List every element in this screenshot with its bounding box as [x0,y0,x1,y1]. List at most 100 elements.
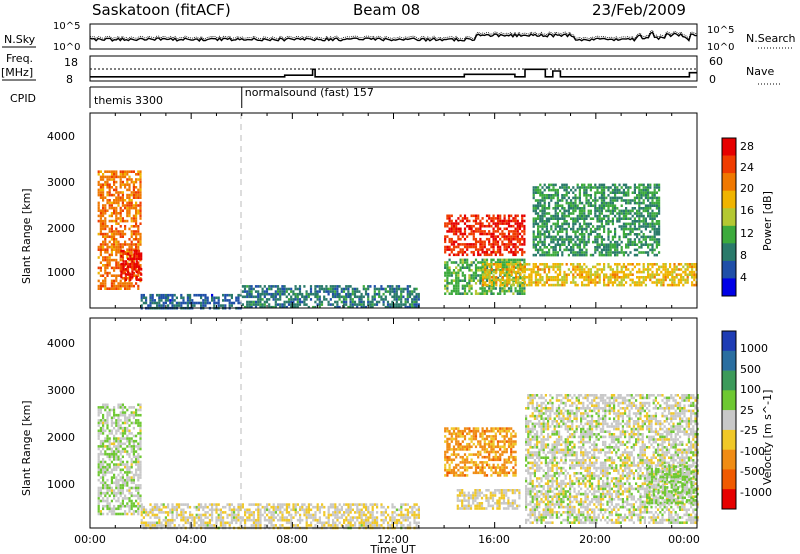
data-cell [193,524,196,527]
data-cell [104,452,107,456]
power-cbar-tick-20: 20 [740,182,754,195]
data-cell [171,521,174,525]
data-cell [541,222,544,226]
data-cell [117,489,120,492]
data-cell [167,524,170,527]
data-cell [97,445,100,448]
data-cell [512,268,515,271]
data-cell [137,468,140,472]
data-cell [351,303,354,306]
data-cell [334,503,337,506]
data-cell [600,201,603,205]
data-cell [106,178,109,181]
data-cell [133,255,136,258]
data-cell [563,270,566,274]
data-cell [373,287,376,291]
data-cell [545,246,548,249]
data-cell [565,230,568,233]
data-cell [97,266,100,270]
data-cell [274,285,277,288]
data-cell [281,303,284,306]
data-cell [541,209,544,213]
data-cell [609,281,612,284]
data-cell [574,209,577,213]
data-cell [97,468,100,472]
data-cell [488,237,491,241]
data-cell [541,207,544,210]
data-cell [600,196,603,200]
data-cell [481,230,484,233]
data-cell [104,277,107,280]
data-cell [691,273,694,276]
data-cell [653,191,656,194]
data-cell [108,240,111,244]
data-cell [543,225,546,228]
data-cell [135,230,138,233]
data-cell [126,416,129,420]
data-cell [104,481,107,485]
data-cell [320,300,324,304]
data-cell [135,243,138,246]
data-cell [574,243,577,246]
data-cell [367,518,370,522]
data-cell [596,273,599,276]
data-cell [121,170,124,173]
data-cell [574,230,577,233]
data-cell [609,248,612,252]
data-cell [684,270,687,274]
data-cell [204,524,207,527]
data-cell [559,270,562,274]
data-cell [104,284,107,288]
data-cell [307,524,310,527]
data-cell [596,207,599,210]
data-cell [565,194,568,197]
data-cell [113,199,116,202]
data-cell [276,290,280,293]
data-cell [649,207,652,210]
data-cell [137,261,140,264]
power-cbar-tick-8: 8 [740,249,747,262]
data-cell [99,419,102,422]
data-cell [124,175,127,179]
data-cell [548,265,551,269]
data-cell [115,287,118,290]
data-cell [450,219,453,223]
data-cell [618,196,621,200]
data-cell [122,260,125,263]
data-cell [329,303,332,306]
data-cell [186,505,189,509]
data-cell [149,503,152,506]
data-cell [479,243,482,246]
data-cell [113,510,116,513]
data-cell [298,300,302,304]
data-cell [463,232,467,236]
data-cell [629,217,632,220]
data-cell [115,243,118,246]
data-cell [171,304,174,307]
data-cell [281,305,284,309]
data-cell [605,209,608,213]
data-cell [303,300,306,304]
data-cell [463,237,467,241]
data-cell [622,217,625,220]
data-cell [270,292,273,296]
data-cell [561,235,564,239]
data-cell [512,243,515,246]
data-cell [113,434,116,438]
data-cell [206,511,209,514]
data-cell [450,271,453,275]
data-cell [135,455,138,459]
data-cell [124,268,127,271]
data-cell [140,278,143,281]
data-cell [507,250,511,254]
data-cell [113,243,116,246]
data-cell [514,243,517,246]
colorbar-segment [722,190,736,209]
data-cell [496,227,500,231]
data-cell [321,521,324,525]
data-cell [574,235,577,239]
data-cell [537,283,540,287]
data-cell [600,253,603,257]
data-cell [539,214,542,218]
data-cell [99,269,102,272]
